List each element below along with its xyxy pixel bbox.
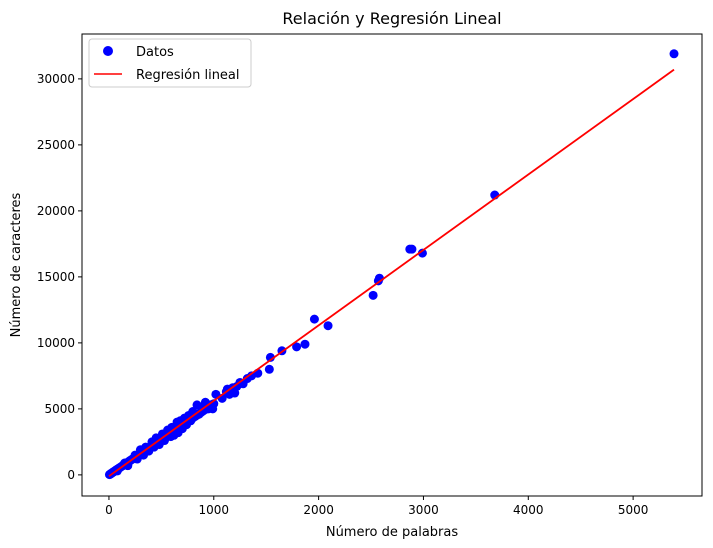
regression-line-group bbox=[108, 68, 675, 477]
data-point bbox=[417, 248, 427, 258]
x-tick-label: 3000 bbox=[408, 503, 439, 517]
x-tick-label: 5000 bbox=[618, 503, 649, 517]
y-tick-label: 10000 bbox=[37, 336, 75, 350]
y-tick-label: 30000 bbox=[37, 72, 75, 86]
legend: Datos Regresión lineal bbox=[88, 38, 252, 88]
y-tick-label: 0 bbox=[67, 468, 75, 482]
legend-label-regresion: Regresión lineal bbox=[136, 68, 240, 83]
data-point bbox=[292, 342, 302, 352]
y-tick-label: 15000 bbox=[37, 270, 75, 284]
data-point bbox=[264, 364, 274, 374]
data-point bbox=[265, 352, 275, 362]
x-tick-label: 0 bbox=[105, 503, 113, 517]
legend-box bbox=[88, 38, 252, 88]
plot-area: 0 1000 2000 3000 4000 5000 0 5000 10000 15000 200… bbox=[37, 49, 679, 517]
plot-frame bbox=[81, 33, 703, 497]
chart-title: Relación y Regresión Lineal bbox=[282, 9, 501, 28]
y-axis-ticks: 0 5000 10000 15000 20000 25000 30000 bbox=[37, 72, 82, 482]
x-tick-label: 1000 bbox=[199, 503, 230, 517]
legend-label-datos: Datos bbox=[136, 45, 174, 60]
y-tick-label: 20000 bbox=[37, 204, 75, 218]
data-point bbox=[407, 244, 417, 254]
x-axis-ticks: 0 1000 2000 3000 4000 5000 bbox=[105, 496, 648, 517]
regression-line bbox=[108, 68, 675, 477]
legend-marker-datos bbox=[103, 46, 113, 56]
data-point bbox=[309, 314, 319, 324]
x-axis-label: Número de palabras bbox=[326, 525, 459, 540]
data-point bbox=[368, 290, 378, 300]
data-point bbox=[208, 404, 218, 414]
x-tick-label: 2000 bbox=[303, 503, 334, 517]
y-axis-label: Número de caracteres bbox=[9, 192, 24, 337]
y-tick-label: 25000 bbox=[37, 138, 75, 152]
data-point bbox=[669, 49, 679, 59]
x-tick-label: 4000 bbox=[513, 503, 544, 517]
data-point bbox=[323, 321, 333, 331]
y-tick-label: 5000 bbox=[44, 402, 75, 416]
data-point bbox=[300, 339, 310, 349]
